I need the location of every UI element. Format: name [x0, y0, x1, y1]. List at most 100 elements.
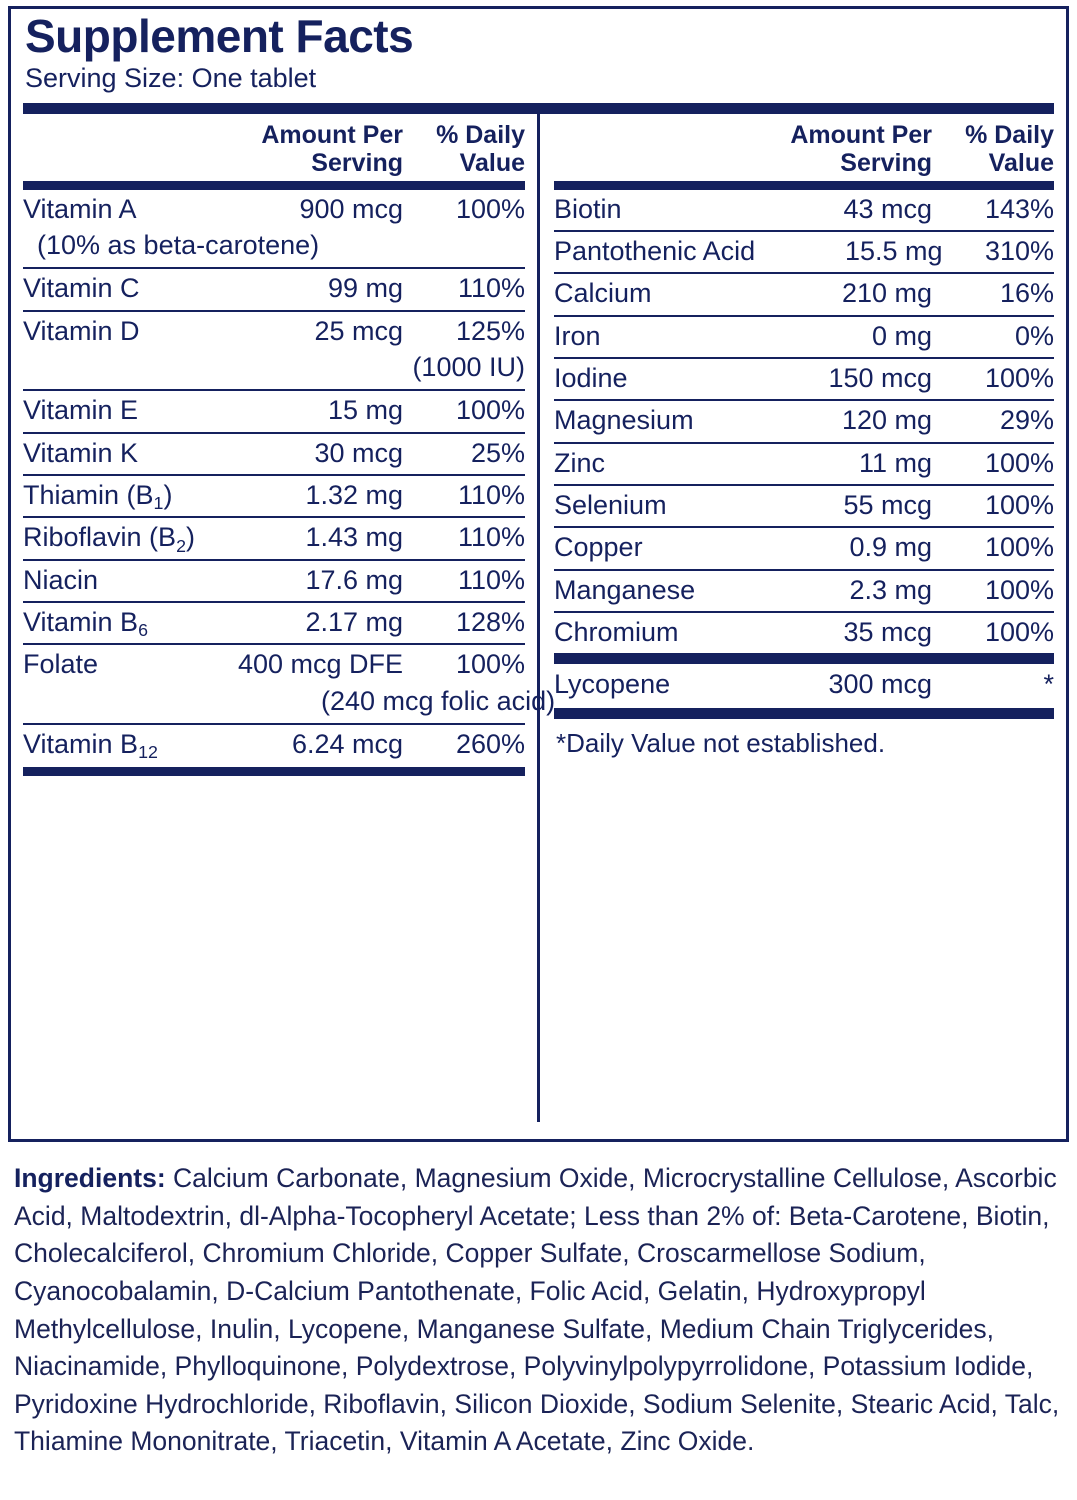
- nutrient-row: Copper 0.9 mg 100%: [554, 528, 1054, 571]
- nutrient-amount: 2.17 mg: [305, 606, 403, 637]
- nutrient-row-lycopene: Lycopene 300 mcg *: [554, 664, 1054, 707]
- nutrient-row: Riboflavin (B2) 1.43 mg 110%: [23, 518, 525, 561]
- nutrient-row-main: Vitamin E 15 mg 100%: [23, 391, 525, 431]
- header-amount-per-serving-right: Amount Per Serving: [790, 120, 932, 177]
- nutrient-name: Copper: [554, 532, 643, 563]
- special-section-bottom-rule: [554, 707, 1054, 719]
- daily-value-footnote: *Daily Value not established.: [556, 727, 886, 758]
- header-divider-rule-left: [23, 180, 525, 190]
- nutrient-row-main: Biotin 43 mcg 143%: [554, 190, 1054, 230]
- nutrient-row-main: Copper 0.9 mg 100%: [554, 528, 1054, 568]
- nutrient-name: Calcium: [554, 278, 652, 309]
- nutrient-row: Vitamin D 25 mcg 125% (1000 IU): [23, 312, 525, 392]
- nutrient-amount: 210 mg: [841, 278, 932, 309]
- spacer: [23, 352, 321, 383]
- nutrient-daily-value: 25%: [470, 437, 525, 468]
- nutrient-name: Folate: [23, 649, 99, 680]
- nutrient-row-main: Vitamin C 99 mg 110%: [23, 269, 525, 309]
- nutrient-daily-value: 125%: [455, 315, 525, 346]
- nutrient-row-main: Chromium 35 mcg 100%: [554, 613, 1054, 653]
- nutrient-amount: 99 mg: [327, 273, 403, 304]
- nutrient-daily-value: 100%: [984, 616, 1054, 647]
- nutrient-column-right: Amount Per Serving % Daily Value Biotin 4…: [537, 113, 1066, 1122]
- nutrient-row: Selenium 55 mcg 100%: [554, 486, 1054, 529]
- nutrient-row: Chromium 35 mcg 100%: [554, 613, 1054, 653]
- nutrient-name: Manganese: [554, 574, 696, 605]
- nutrient-row-main: Pantothenic Acid 15.5 mg 310%: [554, 232, 1054, 272]
- nutrient-subtext-row: (1000 IU): [23, 352, 525, 389]
- nutrient-amount: 0 mg: [871, 320, 932, 351]
- nutrient-name: Pantothenic Acid: [554, 236, 756, 267]
- nutrient-row: Calcium 210 mg 16%: [554, 274, 1054, 317]
- ingredients-text: Calcium Carbonate, Magnesium Oxide, Micr…: [14, 1163, 1060, 1457]
- nutrient-name: Vitamin E: [23, 395, 139, 426]
- page-title: Supplement Facts: [25, 10, 414, 62]
- nutrient-amount: 1.43 mg: [305, 522, 403, 553]
- nutrient-row: Folate 400 mcg DFE 100% (240 mcg folic acid…: [23, 645, 555, 725]
- nutrient-amount: 17.6 mg: [305, 564, 403, 595]
- nutrient-daily-value: 128%: [455, 606, 525, 637]
- nutrient-row-main: Magnesium 120 mg 29%: [554, 401, 1054, 441]
- nutrient-row-main: Vitamin D 25 mcg 125%: [23, 312, 525, 352]
- title-block: Supplement Facts Serving Size: One table…: [11, 9, 1066, 97]
- nutrient-row: Pantothenic Acid 15.5 mg 310%: [554, 232, 1054, 275]
- nutrient-name-subscript: 2: [176, 535, 186, 556]
- nutrient-name: Vitamin B6: [23, 606, 148, 641]
- nutrient-name: Iodine: [554, 363, 628, 394]
- nutrient-row-main: Niacin 17.6 mg 110%: [23, 561, 525, 601]
- nutrient-daily-value: 100%: [455, 649, 525, 680]
- nutrient-row: Iron 0 mg 0%: [554, 317, 1054, 360]
- nutrient-row-main: Zinc 11 mg 100%: [554, 444, 1054, 484]
- nutrient-daily-value: *: [1043, 669, 1054, 700]
- nutrient-daily-value: 110%: [457, 479, 525, 510]
- nutrient-amount: 900 mcg: [299, 193, 403, 224]
- nutrient-name: Vitamin K: [23, 437, 139, 468]
- nutrient-daily-value: 100%: [984, 489, 1054, 520]
- nutrient-name: Zinc: [554, 447, 606, 478]
- nutrient-row: Niacin 17.6 mg 110%: [23, 561, 525, 603]
- nutrient-daily-value: 100%: [984, 532, 1054, 563]
- header-amount-per-serving-left: Amount Per Serving: [261, 120, 403, 177]
- ingredients-label: Ingredients:: [14, 1163, 166, 1193]
- nutrient-name: Thiamin (B1): [23, 479, 173, 514]
- nutrient-row-main: Iron 0 mg 0%: [554, 317, 1054, 357]
- nutrient-row: Biotin 43 mcg 143%: [554, 190, 1054, 233]
- nutrient-name: Biotin: [554, 193, 622, 224]
- nutrient-amount: 25 mcg: [314, 315, 403, 346]
- nutrient-daily-value: 100%: [455, 193, 525, 224]
- nutrient-amount: 35 mcg: [843, 616, 932, 647]
- nutrient-daily-value: 110%: [457, 522, 525, 553]
- nutrient-row: Thiamin (B1) 1.32 mg 110%: [23, 476, 525, 519]
- nutrient-daily-value: 100%: [984, 447, 1054, 478]
- nutrient-row: Magnesium 120 mg 29%: [554, 401, 1054, 444]
- nutrient-name-subscript: 1: [153, 493, 164, 514]
- nutrient-row-main: Vitamin B12 6.24 mcg 260%: [23, 725, 525, 765]
- nutrient-row: Vitamin B6 2.17 mg 128%: [23, 603, 525, 646]
- nutrient-row-main: Vitamin K 30 mcg 25%: [23, 434, 525, 474]
- nutrient-daily-value: 16%: [999, 278, 1054, 309]
- nutrient-rows-left: Vitamin A 900 mcg 100% (10% as beta-caroten…: [23, 190, 555, 765]
- nutrient-row-main: Selenium 55 mcg 100%: [554, 486, 1054, 526]
- nutrient-row: Vitamin C 99 mg 110%: [23, 269, 525, 312]
- nutrient-row-main: Riboflavin (B2) 1.43 mg 110%: [23, 518, 525, 558]
- nutrient-subtext: (10% as beta-carotene): [37, 230, 320, 261]
- nutrient-name: Magnesium: [554, 405, 694, 436]
- nutrient-row: Vitamin E 15 mg 100%: [23, 391, 525, 434]
- nutrient-amount: 43 mcg: [843, 193, 932, 224]
- nutrient-name: Vitamin B12: [23, 728, 158, 763]
- nutrient-amount: 300 mcg: [828, 669, 932, 700]
- nutrient-row-main: Calcium 210 mg 16%: [554, 274, 1054, 314]
- nutrient-daily-value: 260%: [455, 728, 525, 759]
- nutrient-name: Vitamin C: [23, 273, 140, 304]
- nutrient-name: Niacin: [23, 564, 99, 595]
- nutrient-row-main: Iodine 150 mcg 100%: [554, 359, 1054, 399]
- header-percent-daily-value-right: % Daily Value: [965, 120, 1054, 177]
- nutrient-amount: 11 mg: [858, 447, 932, 478]
- nutrient-name: Selenium: [554, 489, 667, 520]
- left-column-closing-rule: [23, 767, 525, 777]
- nutrient-amount: 1.32 mg: [305, 479, 403, 510]
- nutrient-row-main: Vitamin B6 2.17 mg 128%: [23, 603, 525, 643]
- ingredients-section: Ingredients: Calcium Carbonate, Magnesiu…: [8, 1142, 1069, 1461]
- nutrient-column-left: Amount Per Serving % Daily Value Vitamin…: [11, 114, 555, 1122]
